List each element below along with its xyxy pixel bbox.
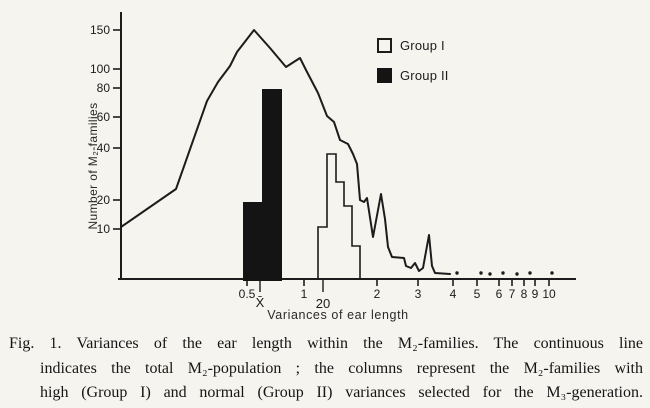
x-tick-label: 1 xyxy=(301,287,308,301)
special-tick-label: 20 xyxy=(316,296,330,311)
legend-item-group2: Group II xyxy=(377,67,449,83)
group1-open-square-swatch xyxy=(377,37,392,53)
tail-dot xyxy=(501,271,505,275)
legend-label-group2: Group II xyxy=(400,67,449,83)
y-tick-label: 150 xyxy=(90,23,110,37)
x-tick-label: 9 xyxy=(532,287,539,301)
x-tick-label: 0.5 xyxy=(239,287,256,301)
x-tick-label: 3 xyxy=(415,287,422,301)
total-population-line xyxy=(120,29,451,275)
y-tick-label: 100 xyxy=(90,62,110,76)
tail-dot xyxy=(550,271,554,275)
figure-caption: Fig. 1. Variances of the ear length with… xyxy=(0,332,650,406)
caption-line-1: Fig. 1. Variances of the ear length with… xyxy=(9,335,643,352)
tail-dot xyxy=(528,271,532,275)
x-tick-label: 4 xyxy=(450,287,457,301)
legend: Group I Group II xyxy=(377,37,449,83)
group2-bar xyxy=(262,89,282,281)
y-tick-label: 60 xyxy=(97,110,111,124)
group2-bar xyxy=(243,202,262,281)
special-tick-label: X̄ xyxy=(256,295,265,310)
y-tick-label: 80 xyxy=(97,81,111,95)
tail-dot xyxy=(455,271,459,275)
legend-item-group1: Group I xyxy=(377,37,449,53)
caption-line-2: indicates the total M₂-population ; the … xyxy=(40,359,643,377)
y-tick-label: 20 xyxy=(97,193,111,207)
x-tick-label: 2 xyxy=(374,287,381,301)
x-axis-title: Variances of ear length xyxy=(267,308,409,322)
tail-dot xyxy=(479,271,483,275)
x-tick-label: 10 xyxy=(542,287,556,301)
x-tick-label: 8 xyxy=(521,287,528,301)
x-tick-label: 7 xyxy=(509,287,516,301)
group2-filled-square-swatch xyxy=(377,67,392,83)
y-tick-label: 10 xyxy=(97,222,111,236)
tail-dot xyxy=(488,272,492,276)
x-tick-label: 5 xyxy=(474,287,481,301)
legend-label-group1: Group I xyxy=(400,37,445,53)
caption-line-3: high (Group I) and normal (Group II) var… xyxy=(40,384,643,401)
y-tick-label: 40 xyxy=(97,141,111,155)
x-tick-label: 6 xyxy=(496,287,503,301)
group1-bars-outline xyxy=(317,153,361,279)
y-axis-title: Number of M₂-families xyxy=(86,102,100,230)
tail-dot xyxy=(515,272,519,276)
